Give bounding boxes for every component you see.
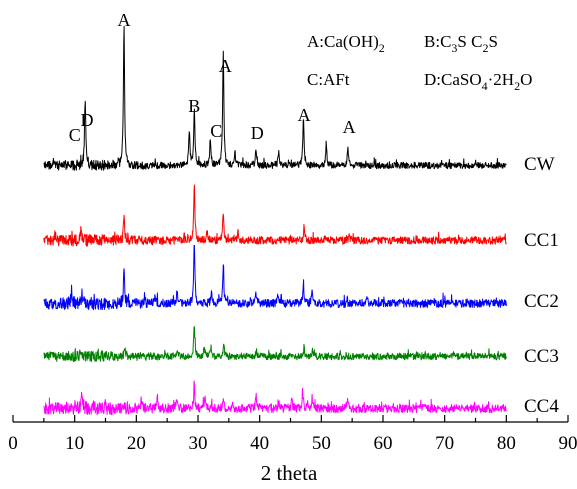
series-label-layer: CW CC1 CC2 CC3 CC4 [524,154,559,417]
legend-entry-c: C:AFt [307,70,350,89]
series-label-cc1: CC1 [524,230,559,251]
legend-entry-b: B:C3S C2S [424,32,498,55]
x-tick-label: 80 [497,433,516,454]
x-tick-label: 70 [435,433,454,454]
peak-label-d: D [81,110,94,130]
series-line-cc3 [43,326,507,363]
peak-label-c: C [69,125,81,145]
series-label-cw: CW [524,154,555,175]
series-line-cc4 [43,380,507,416]
peak-label-a: A [298,105,311,125]
x-tick-label: 20 [127,433,146,454]
x-axis: 0 10 20 30 40 50 60 70 80 90 [8,415,577,454]
peak-label-a: A [118,10,131,30]
x-tick-label: 0 [8,433,18,454]
peak-label-a: A [219,56,232,76]
x-tick-label: 90 [559,433,577,454]
x-tick-label: 60 [374,433,393,454]
x-axis-title: 2 theta [261,461,318,485]
legend-entry-d: D:CaSO4·2H2O [424,70,532,93]
series-layer [43,25,507,416]
x-tick-label: 30 [189,433,208,454]
peak-label-b: B [188,96,200,116]
peak-label-d: D [251,123,264,143]
series-line-cc2 [43,244,507,311]
series-label-cc2: CC2 [524,291,559,312]
x-tick-label: 10 [65,433,84,454]
series-label-cc4: CC4 [524,396,559,417]
legend-entry-a: A:Ca(OH)2 [307,32,385,55]
series-line-cw [43,25,507,171]
peak-label-a: A [343,117,356,137]
legend: A:Ca(OH)2 B:C3S C2S C:AFt D:CaSO4·2H2O [307,32,532,93]
peak-label-c: C [210,121,222,141]
series-label-cc3: CC3 [524,346,559,367]
x-tick-label: 40 [250,433,269,454]
x-tick-label: 50 [312,433,331,454]
series-line-cc1 [43,184,507,247]
